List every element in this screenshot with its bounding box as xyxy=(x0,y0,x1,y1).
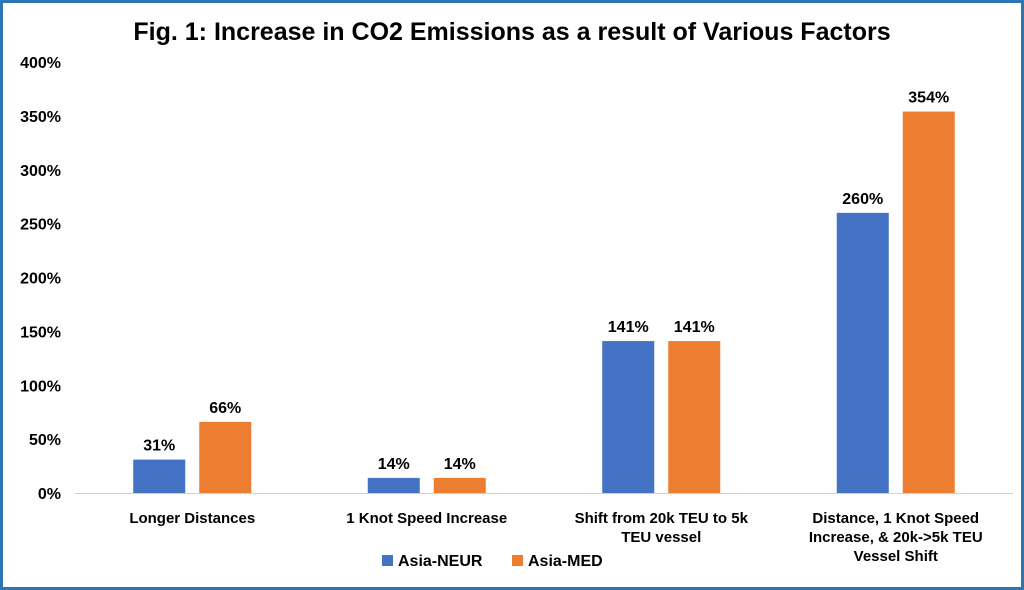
data-label: 141% xyxy=(674,319,715,336)
y-axis: 0% 50% 100% 150% 200% 250% 300% 350% 400% xyxy=(20,55,61,503)
data-label: 66% xyxy=(209,400,241,417)
y-tick-label: 100% xyxy=(20,378,61,395)
legend: Asia-NEUR Asia-MED xyxy=(382,553,603,570)
y-tick-label: 0% xyxy=(38,486,61,503)
bar-asia-neur-3 xyxy=(836,212,889,493)
data-label: 14% xyxy=(444,456,476,473)
y-tick-label: 400% xyxy=(20,55,61,72)
bar-asia-neur-0 xyxy=(133,459,186,493)
data-label: 141% xyxy=(608,319,649,336)
y-tick-label: 250% xyxy=(20,217,61,234)
x-category-label: Longer Distances xyxy=(129,510,255,527)
data-label: 14% xyxy=(378,456,410,473)
bar-asia-med-2 xyxy=(668,341,721,493)
data-label: 260% xyxy=(842,191,883,208)
x-category-label: TEU vessel xyxy=(621,529,701,546)
bars xyxy=(133,111,955,493)
x-category-label: Shift from 20k TEU to 5k xyxy=(575,510,749,527)
x-category-label: 1 Knot Speed Increase xyxy=(346,510,507,527)
y-tick-label: 200% xyxy=(20,271,61,288)
legend-label: Asia-MED xyxy=(528,553,603,570)
bar-labels: 31% 66% 14% 14% 141% 141% 260% 354% xyxy=(143,90,949,473)
legend-swatch xyxy=(382,555,393,566)
bar-asia-med-1 xyxy=(433,477,486,493)
legend-swatch xyxy=(512,555,523,566)
bar-asia-neur-1 xyxy=(367,477,420,493)
data-label: 31% xyxy=(143,438,175,455)
bar-asia-med-3 xyxy=(902,111,955,493)
y-tick-label: 50% xyxy=(29,432,61,449)
y-tick-label: 350% xyxy=(20,109,61,126)
x-category-label: Vessel Shift xyxy=(854,548,938,565)
x-axis: Longer Distances 1 Knot Speed Increase Shi… xyxy=(75,493,1013,565)
x-category-label: Increase, & 20k->5k TEU xyxy=(809,529,983,546)
bar-asia-neur-2 xyxy=(602,341,655,493)
chart-title: Fig. 1: Increase in CO2 Emissions as a r… xyxy=(133,18,890,46)
bar-chart: Fig. 1: Increase in CO2 Emissions as a r… xyxy=(20,18,1013,570)
y-tick-label: 150% xyxy=(20,324,61,341)
x-category-label: Distance, 1 Knot Speed xyxy=(812,510,979,527)
y-tick-label: 300% xyxy=(20,163,61,180)
bar-asia-med-0 xyxy=(199,421,252,493)
data-label: 354% xyxy=(908,90,949,107)
legend-label: Asia-NEUR xyxy=(398,553,483,570)
